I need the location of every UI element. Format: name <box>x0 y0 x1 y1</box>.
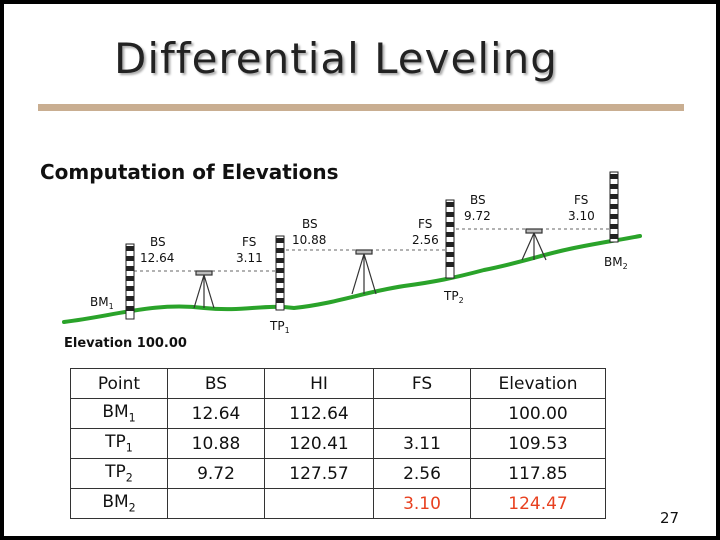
cell-hi: 112.64 <box>264 398 374 429</box>
title-divider <box>38 104 684 111</box>
cell-fs: 2.56 <box>373 458 471 489</box>
setup1-bs-label: BS <box>150 235 166 249</box>
level-instrument-2 <box>351 249 377 295</box>
cell-fs <box>373 398 471 429</box>
starting-elevation-label: Elevation 100.00 <box>64 336 187 351</box>
elevation-table: Point BS HI FS Elevation BM1 12.64 112.6… <box>70 368 606 519</box>
setup3-bs-value: 9.72 <box>464 209 491 223</box>
rod-bm1 <box>125 243 135 320</box>
point-label-bm2: BM2 <box>604 255 628 271</box>
rod-tp2 <box>445 199 455 279</box>
page-number: 27 <box>660 509 680 527</box>
cell-point: BM1 <box>70 398 168 429</box>
cell-fs-highlight: 3.10 <box>373 488 471 519</box>
ground-line <box>62 234 642 324</box>
level-instrument-3 <box>521 228 547 261</box>
point-label-tp1: TP1 <box>269 319 290 335</box>
cell-bs <box>167 488 265 519</box>
cell-bs: 12.64 <box>167 398 265 429</box>
column-header-point: Point <box>70 368 168 399</box>
setup1-fs-label: FS <box>242 235 256 249</box>
column-header-hi: HI <box>264 368 374 399</box>
cell-bs: 10.88 <box>167 428 265 459</box>
slide-title: Differential Leveling <box>114 34 558 83</box>
cell-hi: 120.41 <box>264 428 374 459</box>
cell-point: BM2 <box>70 488 168 519</box>
table-row: BM2 3.10 124.47 <box>70 488 606 519</box>
setup2-fs-label: FS <box>418 217 432 231</box>
cell-hi <box>264 488 374 519</box>
setup3-fs-label: FS <box>574 193 588 207</box>
cell-elevation-highlight: 124.47 <box>470 488 606 519</box>
cell-hi: 127.57 <box>264 458 374 489</box>
column-header-bs: BS <box>167 368 265 399</box>
setup3-bs-label: BS <box>470 193 486 207</box>
level-instrument-1 <box>193 270 215 309</box>
table-row: TP1 10.88 120.41 3.11 109.53 <box>70 428 606 459</box>
setup1-bs-value: 12.64 <box>140 251 174 265</box>
cell-point: TP2 <box>70 458 168 489</box>
setup3-fs-value: 3.10 <box>568 209 595 223</box>
setup2-bs-value: 10.88 <box>292 233 326 247</box>
cell-elevation: 109.53 <box>470 428 606 459</box>
cell-point: TP1 <box>70 428 168 459</box>
cell-elevation: 117.85 <box>470 458 606 489</box>
cell-bs: 9.72 <box>167 458 265 489</box>
subtitle: Computation of Elevations <box>40 160 339 184</box>
setup1-fs-value: 3.11 <box>236 251 263 265</box>
table-row: TP2 9.72 127.57 2.56 117.85 <box>70 458 606 489</box>
rod-tp1 <box>275 235 285 311</box>
column-header-fs: FS <box>373 368 471 399</box>
table-header-row: Point BS HI FS Elevation <box>70 368 606 399</box>
column-header-elevation: Elevation <box>470 368 606 399</box>
cell-elevation: 100.00 <box>470 398 606 429</box>
point-label-tp2: TP2 <box>443 289 464 305</box>
cell-fs: 3.11 <box>373 428 471 459</box>
setup2-fs-value: 2.56 <box>412 233 439 247</box>
setup2-bs-label: BS <box>302 217 318 231</box>
point-label-bm1: BM1 <box>90 295 114 311</box>
leveling-diagram: BS 12.64 FS 3.11 BS 10.88 FS 2.56 BS 9.7… <box>62 171 642 335</box>
table-row: BM1 12.64 112.64 100.00 <box>70 398 606 429</box>
rod-bm2 <box>609 171 619 243</box>
